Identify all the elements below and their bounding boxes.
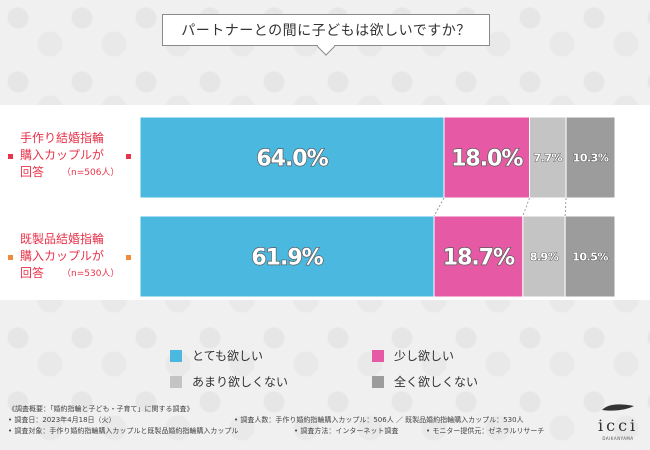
group-label-line3: 回答 — [20, 165, 45, 179]
legend-swatch — [372, 375, 384, 388]
connector-line — [564, 197, 567, 217]
bar-value-label: 61.9% — [251, 246, 323, 271]
legend-item: 全く欲しくない — [372, 373, 478, 390]
group-label-line2: 購入カップルが — [20, 148, 105, 162]
group-label-line1: 手作り結婚指輪 — [20, 131, 105, 145]
group-label-handmade: 手作り結婚指輪 購入カップルが 回答 （n=506人） — [0, 130, 140, 190]
bar-segment — [139, 215, 435, 298]
group-label-n: （n=506人） — [62, 168, 120, 178]
bar-value-label: 10.5% — [572, 251, 608, 264]
bullet-square-icon — [8, 154, 13, 159]
group-label-line2: 購入カップルが — [20, 249, 105, 263]
bar-value-label: 8.9% — [530, 251, 559, 264]
bar-segment — [529, 116, 567, 199]
notes-method: • 調査方法：インターネット調査 — [294, 427, 399, 435]
bar-segment — [433, 215, 524, 298]
notes-date: • 調査日：2023年4月18日（火） — [8, 416, 116, 424]
notes-target: • 調査対象：手作り婚約指輪購入カップルと既製品婚約指輪購入カップル — [8, 427, 239, 435]
group-label-line1: 既製品結婚指輪 — [20, 232, 105, 246]
bar-segment — [565, 116, 616, 199]
logo-brush-icon — [602, 404, 634, 411]
bar-value-label: 18.7% — [443, 246, 515, 271]
bullet-square-icon — [126, 255, 131, 260]
bullet-square-icon — [126, 154, 131, 159]
legend-label: あまり欲しくない — [192, 375, 289, 389]
group-label-readymade: 既製品結婚指輪 購入カップルが 回答 （n=530人） — [0, 231, 140, 291]
bar-value-label: 10.3% — [573, 152, 609, 165]
bar-value-label: 7.7% — [534, 152, 563, 165]
group-label-n: （n=530人） — [62, 269, 120, 279]
legend-label: とても欲しい — [192, 349, 264, 363]
legend-swatch — [372, 349, 384, 362]
chart-title-text: パートナーとの間に子どもは欲しいですか？ — [181, 23, 471, 39]
bar-value-label: 64.0% — [256, 147, 328, 172]
legend-label: 全く欲しくない — [394, 375, 479, 389]
legend-item: 少し欲しい — [372, 347, 454, 364]
legend-item: とても欲しい — [170, 347, 263, 364]
bar-value-label: 18.0% — [451, 147, 523, 172]
chart-title: パートナーとの間に子どもは欲しいですか？ — [162, 14, 490, 46]
brand-logo: icci DAIKANYAMA — [598, 400, 638, 446]
notes-heading: 《調査概要：「婚約指輪と子ども・子育て」に関する調査》 — [8, 405, 194, 413]
legend-swatch — [170, 375, 182, 388]
connector-line — [433, 197, 445, 217]
legend-swatch — [170, 349, 182, 362]
bar-segment — [564, 215, 616, 298]
legend-item: あまり欲しくない — [170, 373, 288, 390]
connector-line — [522, 197, 530, 217]
logo-wordmark: icci — [598, 416, 639, 435]
notes-count: • 調査人数：手作り婚約指輪購入カップル：506人 ／ 既製品婚約指輪購入カップ… — [234, 416, 524, 424]
logo-subtext: DAIKANYAMA — [602, 436, 634, 441]
group-label-line3: 回答 — [20, 266, 45, 280]
legend-label: 少し欲しい — [394, 349, 455, 363]
notes-provider: • モニター提供元：ゼネラルリサーチ — [426, 427, 545, 435]
bullet-square-icon — [8, 255, 13, 260]
